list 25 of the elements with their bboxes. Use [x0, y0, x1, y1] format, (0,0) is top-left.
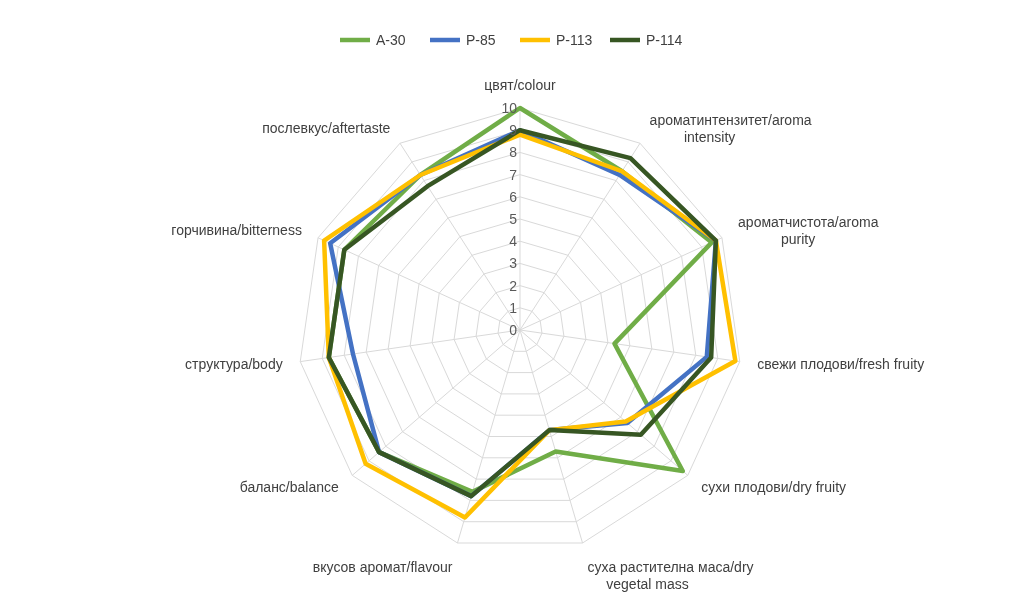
y-tick-label: 6	[509, 188, 518, 205]
y-tick-label: 3	[509, 255, 518, 272]
spoke-label: горчивина/bitterness	[171, 222, 302, 239]
y-tick-label: 4	[509, 233, 518, 250]
y-tick-label: 2	[509, 277, 518, 294]
spoke-label: ароматинтензитет/aroma intensity	[649, 111, 812, 145]
y-tick-label: 8	[509, 144, 518, 161]
y-tick-label: 5	[509, 211, 518, 227]
spoke-label: сухи плодови/dry fruity	[701, 479, 847, 496]
legend-label: P-85	[466, 32, 496, 48]
y-tick-label: 7	[509, 166, 518, 183]
spoke-label: вкусов аромат/flavour	[312, 559, 453, 576]
spoke-label: баланс/balance	[239, 479, 340, 496]
spoke-label: ароматчистота/aroma purity	[738, 213, 879, 247]
spoke-label: цвят/colour	[484, 77, 556, 94]
legend-label: A-30	[376, 32, 406, 48]
y-tick-label: 0	[509, 322, 518, 338]
spoke-label: структура/body	[185, 356, 283, 373]
spoke-label: суха растителна маса/dry vegetal mass	[587, 559, 754, 593]
legend-label: P-113	[556, 32, 593, 48]
y-tick-label: 1	[509, 299, 518, 316]
legend-label: P-114	[646, 32, 683, 48]
y-tick-label: 10	[501, 100, 518, 116]
spoke-label: послевкус/aftertaste	[262, 120, 391, 137]
spoke-label: свежи плодови/fresh fruity	[757, 356, 925, 373]
